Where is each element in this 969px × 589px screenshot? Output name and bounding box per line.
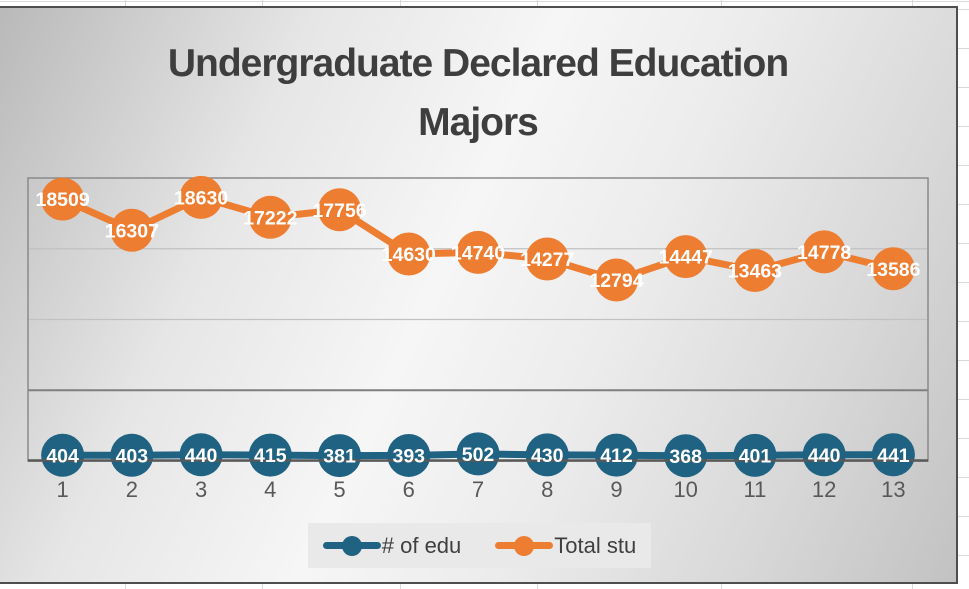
data-point-marker[interactable] xyxy=(594,258,638,302)
data-label[interactable]: 12794 xyxy=(589,270,643,292)
data-point-marker[interactable] xyxy=(179,175,223,219)
data-label[interactable]: 441 xyxy=(877,445,910,467)
series1-dot-icon xyxy=(341,535,362,556)
data-point-marker[interactable] xyxy=(41,177,85,221)
data-label[interactable]: 401 xyxy=(739,445,772,467)
data-point-marker[interactable] xyxy=(41,433,85,477)
data-point-marker[interactable] xyxy=(387,433,431,477)
data-label[interactable]: 14740 xyxy=(451,242,505,264)
data-label[interactable]: 381 xyxy=(323,446,356,468)
data-label[interactable]: 14630 xyxy=(382,244,436,266)
x-axis-tick-label[interactable]: 6 xyxy=(403,477,415,502)
data-label[interactable]: 17756 xyxy=(312,200,366,222)
data-point-marker[interactable] xyxy=(456,432,500,476)
data-label[interactable]: 430 xyxy=(531,445,564,467)
x-axis-tick-label[interactable]: 4 xyxy=(264,477,276,502)
data-label[interactable]: 14778 xyxy=(797,242,851,264)
x-axis-tick-label[interactable]: 3 xyxy=(195,477,207,502)
data-point-marker[interactable] xyxy=(248,195,292,239)
data-label[interactable]: 18630 xyxy=(174,187,228,209)
data-label[interactable]: 14447 xyxy=(659,247,713,269)
legend[interactable]: # of edu Total stu xyxy=(308,523,651,568)
x-axis-tick-label[interactable]: 2 xyxy=(126,477,138,502)
data-label[interactable]: 368 xyxy=(669,446,702,468)
sheet-gridline xyxy=(0,1,969,2)
data-point-marker[interactable] xyxy=(594,433,638,477)
data-point-marker[interactable] xyxy=(664,235,708,279)
data-point-marker[interactable] xyxy=(802,230,846,274)
data-point-marker[interactable] xyxy=(248,433,292,477)
legend-label: # of edu xyxy=(381,532,462,558)
legend-item-total-stu[interactable]: Total stu xyxy=(495,532,637,558)
data-point-marker[interactable] xyxy=(802,433,846,477)
legend-label: Total stu xyxy=(554,532,637,558)
chart-area[interactable]: Undergraduate Declared Education Majors … xyxy=(0,6,958,584)
data-point-marker[interactable] xyxy=(664,434,708,478)
data-label[interactable]: 502 xyxy=(462,444,495,466)
data-point-marker[interactable] xyxy=(733,433,777,477)
data-label[interactable]: 415 xyxy=(254,445,287,467)
chart-title-line1: Undergraduate Declared Education xyxy=(167,42,789,85)
series2-dot-icon xyxy=(514,535,535,556)
data-point-marker[interactable] xyxy=(179,433,223,477)
data-label[interactable]: 16307 xyxy=(105,220,159,242)
x-axis-tick-label[interactable]: 7 xyxy=(472,477,484,502)
data-label[interactable]: 13586 xyxy=(866,259,920,281)
chart-title[interactable]: Undergraduate Declared Education Majors xyxy=(0,34,956,152)
data-label[interactable]: 403 xyxy=(116,445,149,467)
data-point-marker[interactable] xyxy=(387,232,431,276)
x-axis-tick-label[interactable]: 5 xyxy=(333,477,345,502)
data-label[interactable]: 14277 xyxy=(520,249,574,271)
legend-item-num-of-edu[interactable]: # of edu xyxy=(322,532,462,558)
x-axis-tick-label[interactable]: 11 xyxy=(744,477,767,502)
chart-title-line2: Majors xyxy=(418,101,539,144)
data-label[interactable]: 440 xyxy=(185,445,218,467)
data-point-marker[interactable] xyxy=(456,230,500,274)
data-point-marker[interactable] xyxy=(733,248,777,292)
data-point-marker[interactable] xyxy=(871,433,915,477)
data-point-marker[interactable] xyxy=(525,237,569,281)
series1-line-marker-icon xyxy=(322,535,381,556)
data-point-marker[interactable] xyxy=(318,434,362,478)
x-axis-tick-label[interactable]: 10 xyxy=(673,477,697,502)
data-label[interactable]: 393 xyxy=(392,445,425,467)
data-point-marker[interactable] xyxy=(318,188,362,232)
data-point-marker[interactable] xyxy=(110,433,154,477)
data-label[interactable]: 13463 xyxy=(728,260,782,282)
data-label[interactable]: 18509 xyxy=(35,189,89,211)
data-label[interactable]: 17222 xyxy=(243,207,297,229)
data-label[interactable]: 412 xyxy=(600,445,633,467)
data-point-marker[interactable] xyxy=(110,208,154,252)
series2-line-marker-icon xyxy=(495,535,554,556)
x-axis-tick-label[interactable]: 1 xyxy=(56,477,68,502)
data-label[interactable]: 440 xyxy=(808,445,841,467)
x-axis-tick-label[interactable]: 13 xyxy=(881,477,905,502)
x-axis-tick-label[interactable]: 8 xyxy=(541,477,553,502)
data-label[interactable]: 404 xyxy=(46,445,79,467)
data-point-marker[interactable] xyxy=(525,433,569,477)
x-axis-tick-label[interactable]: 9 xyxy=(610,477,622,502)
x-axis-tick-label[interactable]: 12 xyxy=(812,477,836,502)
data-point-marker[interactable] xyxy=(871,247,915,291)
plot-svg: 404 403 440 415 381 393 502 430 412 368 401 440 4411… xyxy=(27,175,929,502)
